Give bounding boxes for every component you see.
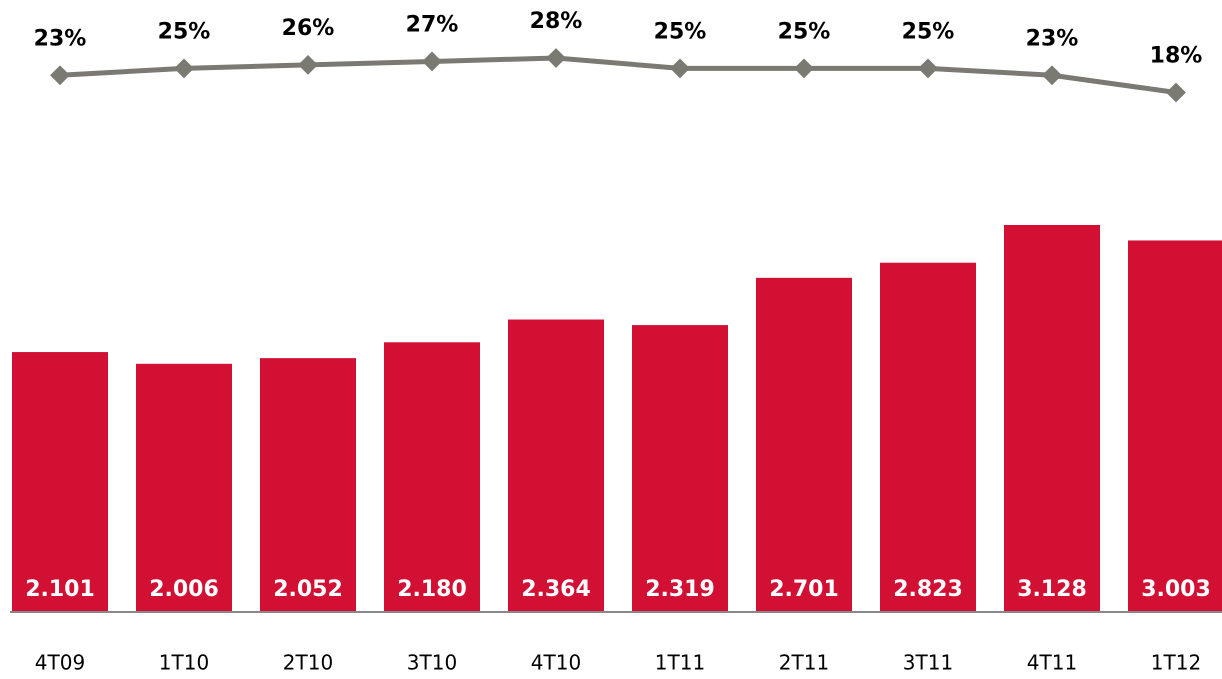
line-marker	[298, 55, 318, 75]
line-value-label: 26%	[282, 16, 335, 41]
bar	[880, 262, 976, 612]
bar-value-label: 3.003	[1141, 577, 1211, 602]
line-marker	[1166, 82, 1186, 103]
line-marker	[918, 58, 938, 79]
bar-value-label: 2.823	[893, 577, 963, 602]
line	[59, 55, 1177, 95]
bar-value-label: 2.052	[273, 577, 343, 602]
x-tick-label: 3T11	[903, 651, 953, 675]
line-value-label: 25%	[158, 19, 211, 44]
bar	[508, 319, 604, 612]
x-tick-label: 1T12	[1151, 651, 1201, 675]
x-tick-label: 2T10	[283, 651, 333, 675]
bar-value-label: 2.006	[149, 577, 219, 602]
bar	[1128, 240, 1222, 612]
line-value-label: 23%	[34, 26, 87, 51]
bar-value-label: 2.319	[645, 577, 715, 602]
line-marker	[174, 58, 194, 79]
bar	[756, 277, 852, 612]
line-marker	[50, 65, 70, 86]
bar	[136, 363, 232, 612]
bar-value-label: 2.101	[25, 577, 95, 602]
line-value-label: 27%	[406, 12, 459, 37]
bar	[1004, 225, 1100, 612]
line-value-label: 28%	[530, 9, 583, 34]
bar-value-label: 2.180	[397, 577, 467, 602]
line-marker	[422, 51, 442, 72]
x-tick-label: 4T09	[35, 651, 85, 675]
line-marker	[1042, 65, 1062, 86]
x-tick-label: 2T11	[779, 651, 829, 675]
bar	[632, 325, 728, 612]
x-tick-label: 4T10	[531, 651, 581, 675]
bar-value-label: 2.364	[521, 577, 591, 602]
x-tick-label: 1T11	[655, 651, 705, 675]
line-value-label: 25%	[778, 19, 831, 44]
line-marker	[546, 48, 566, 68]
bar-value-label: 3.128	[1017, 577, 1087, 602]
bar	[12, 352, 108, 612]
line-value-label: 18%	[1150, 44, 1203, 69]
line-value-label: 23%	[1026, 26, 1079, 51]
bar-value-label: 2.701	[769, 577, 839, 602]
line-value-label: 25%	[654, 19, 707, 44]
line-marker	[670, 58, 690, 79]
x-tick-label: 4T11	[1027, 651, 1077, 675]
line-value-label: 25%	[902, 19, 955, 44]
bar	[260, 358, 356, 612]
x-tick-label: 1T10	[159, 651, 209, 675]
line-marker	[794, 58, 814, 79]
x-tick-label: 3T10	[407, 651, 457, 675]
bar	[384, 342, 480, 612]
